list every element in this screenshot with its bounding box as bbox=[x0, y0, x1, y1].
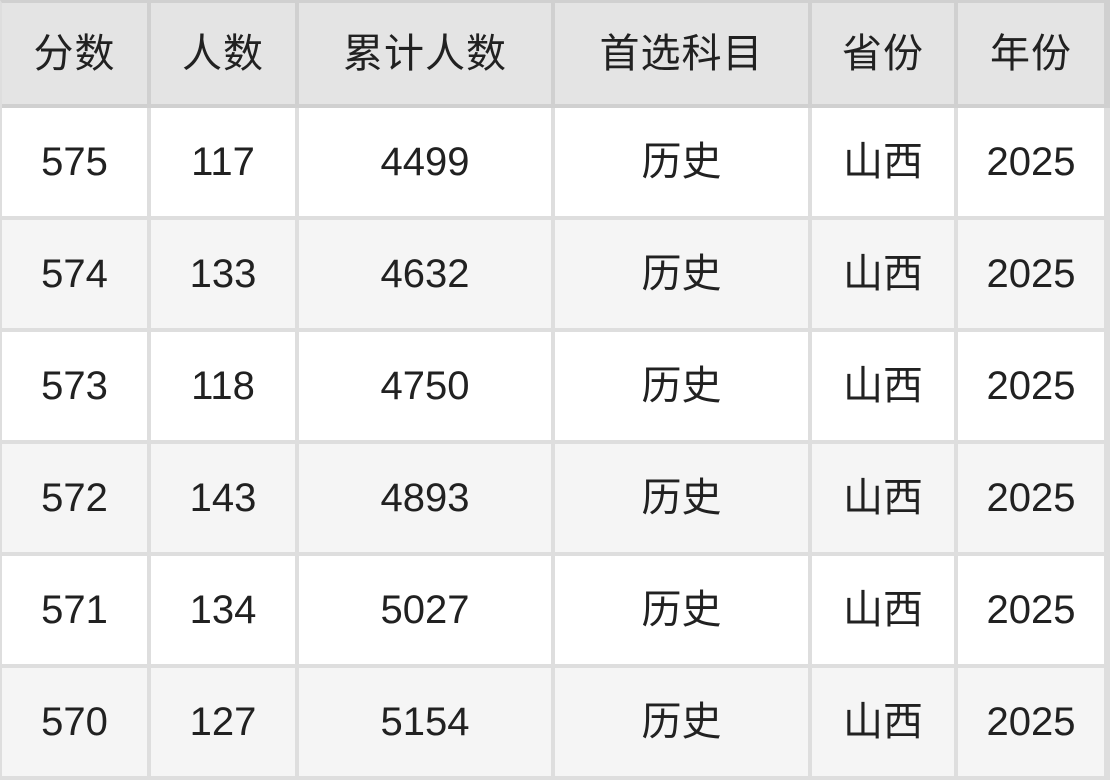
cell-score: 575 bbox=[2, 108, 151, 220]
cell-cumulative: 5027 bbox=[299, 556, 555, 668]
cell-count: 134 bbox=[151, 556, 299, 668]
col-header-count: 人数 bbox=[151, 3, 299, 108]
table-body: 575 117 4499 历史 山西 2025 574 133 4632 历史 山西 2025 573 1… bbox=[2, 108, 1110, 780]
cell-province: 山西 bbox=[812, 556, 958, 668]
cell-subject: 历史 bbox=[555, 332, 812, 444]
col-header-year: 年份 bbox=[958, 3, 1110, 108]
cell-count: 117 bbox=[151, 108, 299, 220]
cell-cumulative: 4750 bbox=[299, 332, 555, 444]
cell-score: 570 bbox=[2, 668, 151, 780]
cell-score: 572 bbox=[2, 444, 151, 556]
cell-count: 143 bbox=[151, 444, 299, 556]
cell-year: 2025 bbox=[958, 444, 1110, 556]
col-header-score: 分数 bbox=[2, 3, 151, 108]
cell-cumulative: 4499 bbox=[299, 108, 555, 220]
cell-subject: 历史 bbox=[555, 668, 812, 780]
cell-province: 山西 bbox=[812, 332, 958, 444]
cell-year: 2025 bbox=[958, 220, 1110, 332]
cell-count: 118 bbox=[151, 332, 299, 444]
cell-cumulative: 4893 bbox=[299, 444, 555, 556]
table-row: 572 143 4893 历史 山西 2025 bbox=[2, 444, 1110, 556]
cell-province: 山西 bbox=[812, 668, 958, 780]
table-row: 574 133 4632 历史 山西 2025 bbox=[2, 220, 1110, 332]
cell-score: 574 bbox=[2, 220, 151, 332]
cell-year: 2025 bbox=[958, 332, 1110, 444]
cell-count: 127 bbox=[151, 668, 299, 780]
table-row: 570 127 5154 历史 山西 2025 bbox=[2, 668, 1110, 780]
cell-cumulative: 4632 bbox=[299, 220, 555, 332]
col-header-cumulative: 累计人数 bbox=[299, 3, 555, 108]
cell-province: 山西 bbox=[812, 108, 958, 220]
cell-score: 573 bbox=[2, 332, 151, 444]
col-header-subject: 首选科目 bbox=[555, 3, 812, 108]
cell-subject: 历史 bbox=[555, 444, 812, 556]
header-row: 分数 人数 累计人数 首选科目 省份 年份 bbox=[2, 3, 1110, 108]
cell-year: 2025 bbox=[958, 668, 1110, 780]
cell-cumulative: 5154 bbox=[299, 668, 555, 780]
cell-province: 山西 bbox=[812, 220, 958, 332]
cell-count: 133 bbox=[151, 220, 299, 332]
cell-year: 2025 bbox=[958, 556, 1110, 668]
cell-year: 2025 bbox=[958, 108, 1110, 220]
col-header-province: 省份 bbox=[812, 3, 958, 108]
cell-subject: 历史 bbox=[555, 108, 812, 220]
table-row: 573 118 4750 历史 山西 2025 bbox=[2, 332, 1110, 444]
cell-province: 山西 bbox=[812, 444, 958, 556]
table-row: 571 134 5027 历史 山西 2025 bbox=[2, 556, 1110, 668]
cell-subject: 历史 bbox=[555, 556, 812, 668]
table-row: 575 117 4499 历史 山西 2025 bbox=[2, 108, 1110, 220]
cell-subject: 历史 bbox=[555, 220, 812, 332]
cell-score: 571 bbox=[2, 556, 151, 668]
